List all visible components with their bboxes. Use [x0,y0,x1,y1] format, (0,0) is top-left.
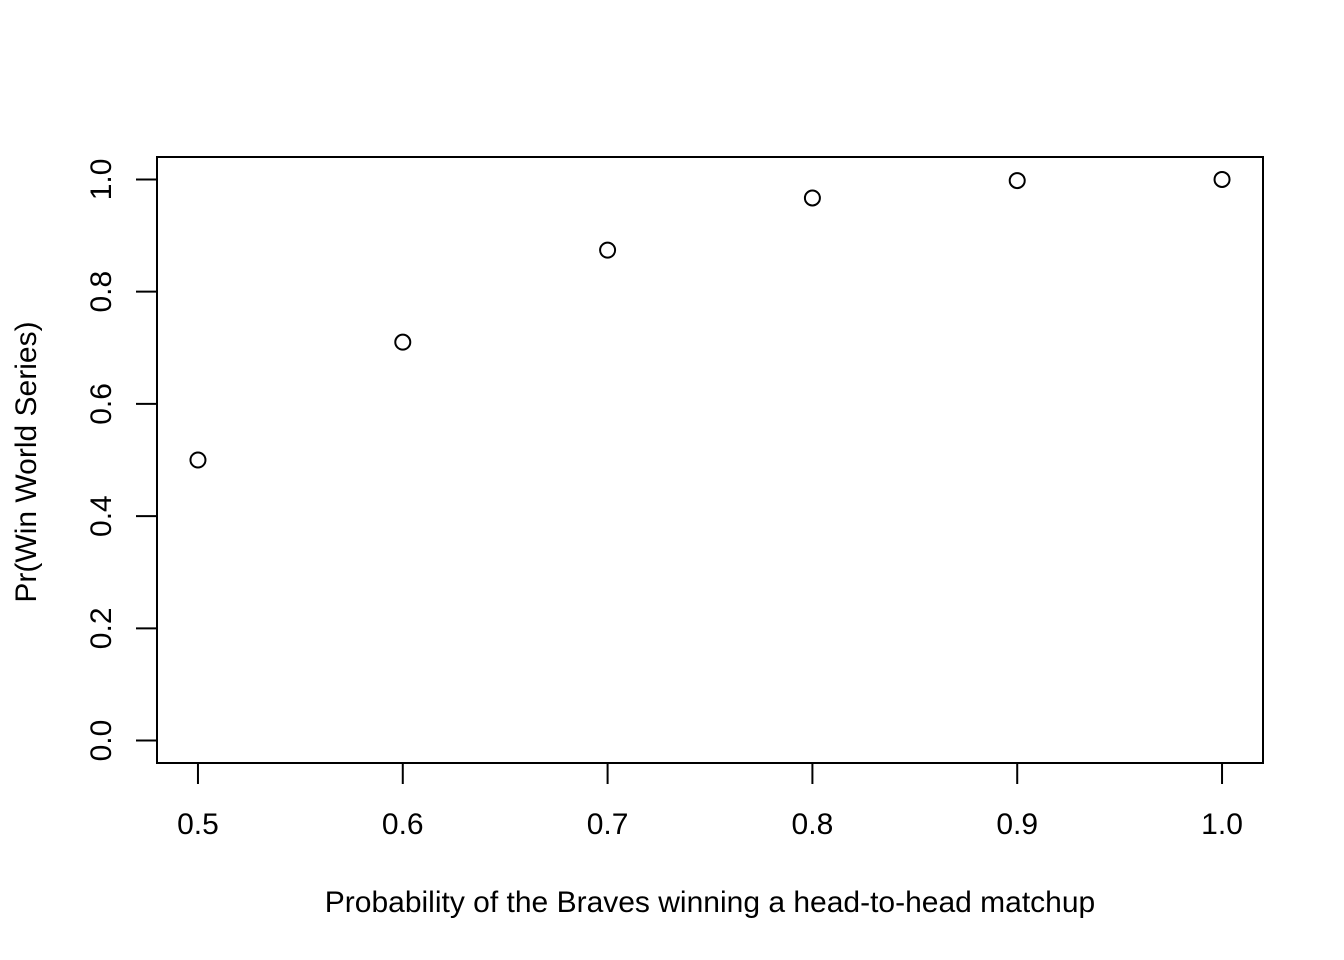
x-tick-label: 0.8 [792,808,834,841]
x-tick-label: 0.7 [587,808,629,841]
data-points [189,170,1231,469]
data-point [599,241,617,259]
data-point [803,189,821,207]
x-axis-label: Probability of the Braves winning a head… [325,886,1095,919]
data-point [189,451,207,469]
y-tick-label: 0.8 [85,271,118,313]
x-tick-label: 1.0 [1201,808,1243,841]
data-point [394,333,412,351]
x-tick-label: 0.9 [996,808,1038,841]
x-tick-label: 0.6 [382,808,424,841]
y-tick-label: 0.6 [85,383,118,425]
data-point [1213,170,1231,188]
y-tick-label: 0.2 [85,607,118,649]
x-axis: 0.5 0.6 0.7 0.8 0.9 1.0 [177,762,1243,841]
y-axis: 0.0 0.2 0.4 0.6 0.8 1.0 [85,159,158,762]
y-tick-label: 1.0 [85,159,118,201]
y-tick-label: 0.0 [85,720,118,762]
plot-frame [156,156,1264,764]
data-point [1008,172,1026,190]
y-tick-label: 0.4 [85,495,118,537]
y-axis-label: Pr(Win World Series) [10,321,43,602]
x-tick-label: 0.5 [177,808,219,841]
